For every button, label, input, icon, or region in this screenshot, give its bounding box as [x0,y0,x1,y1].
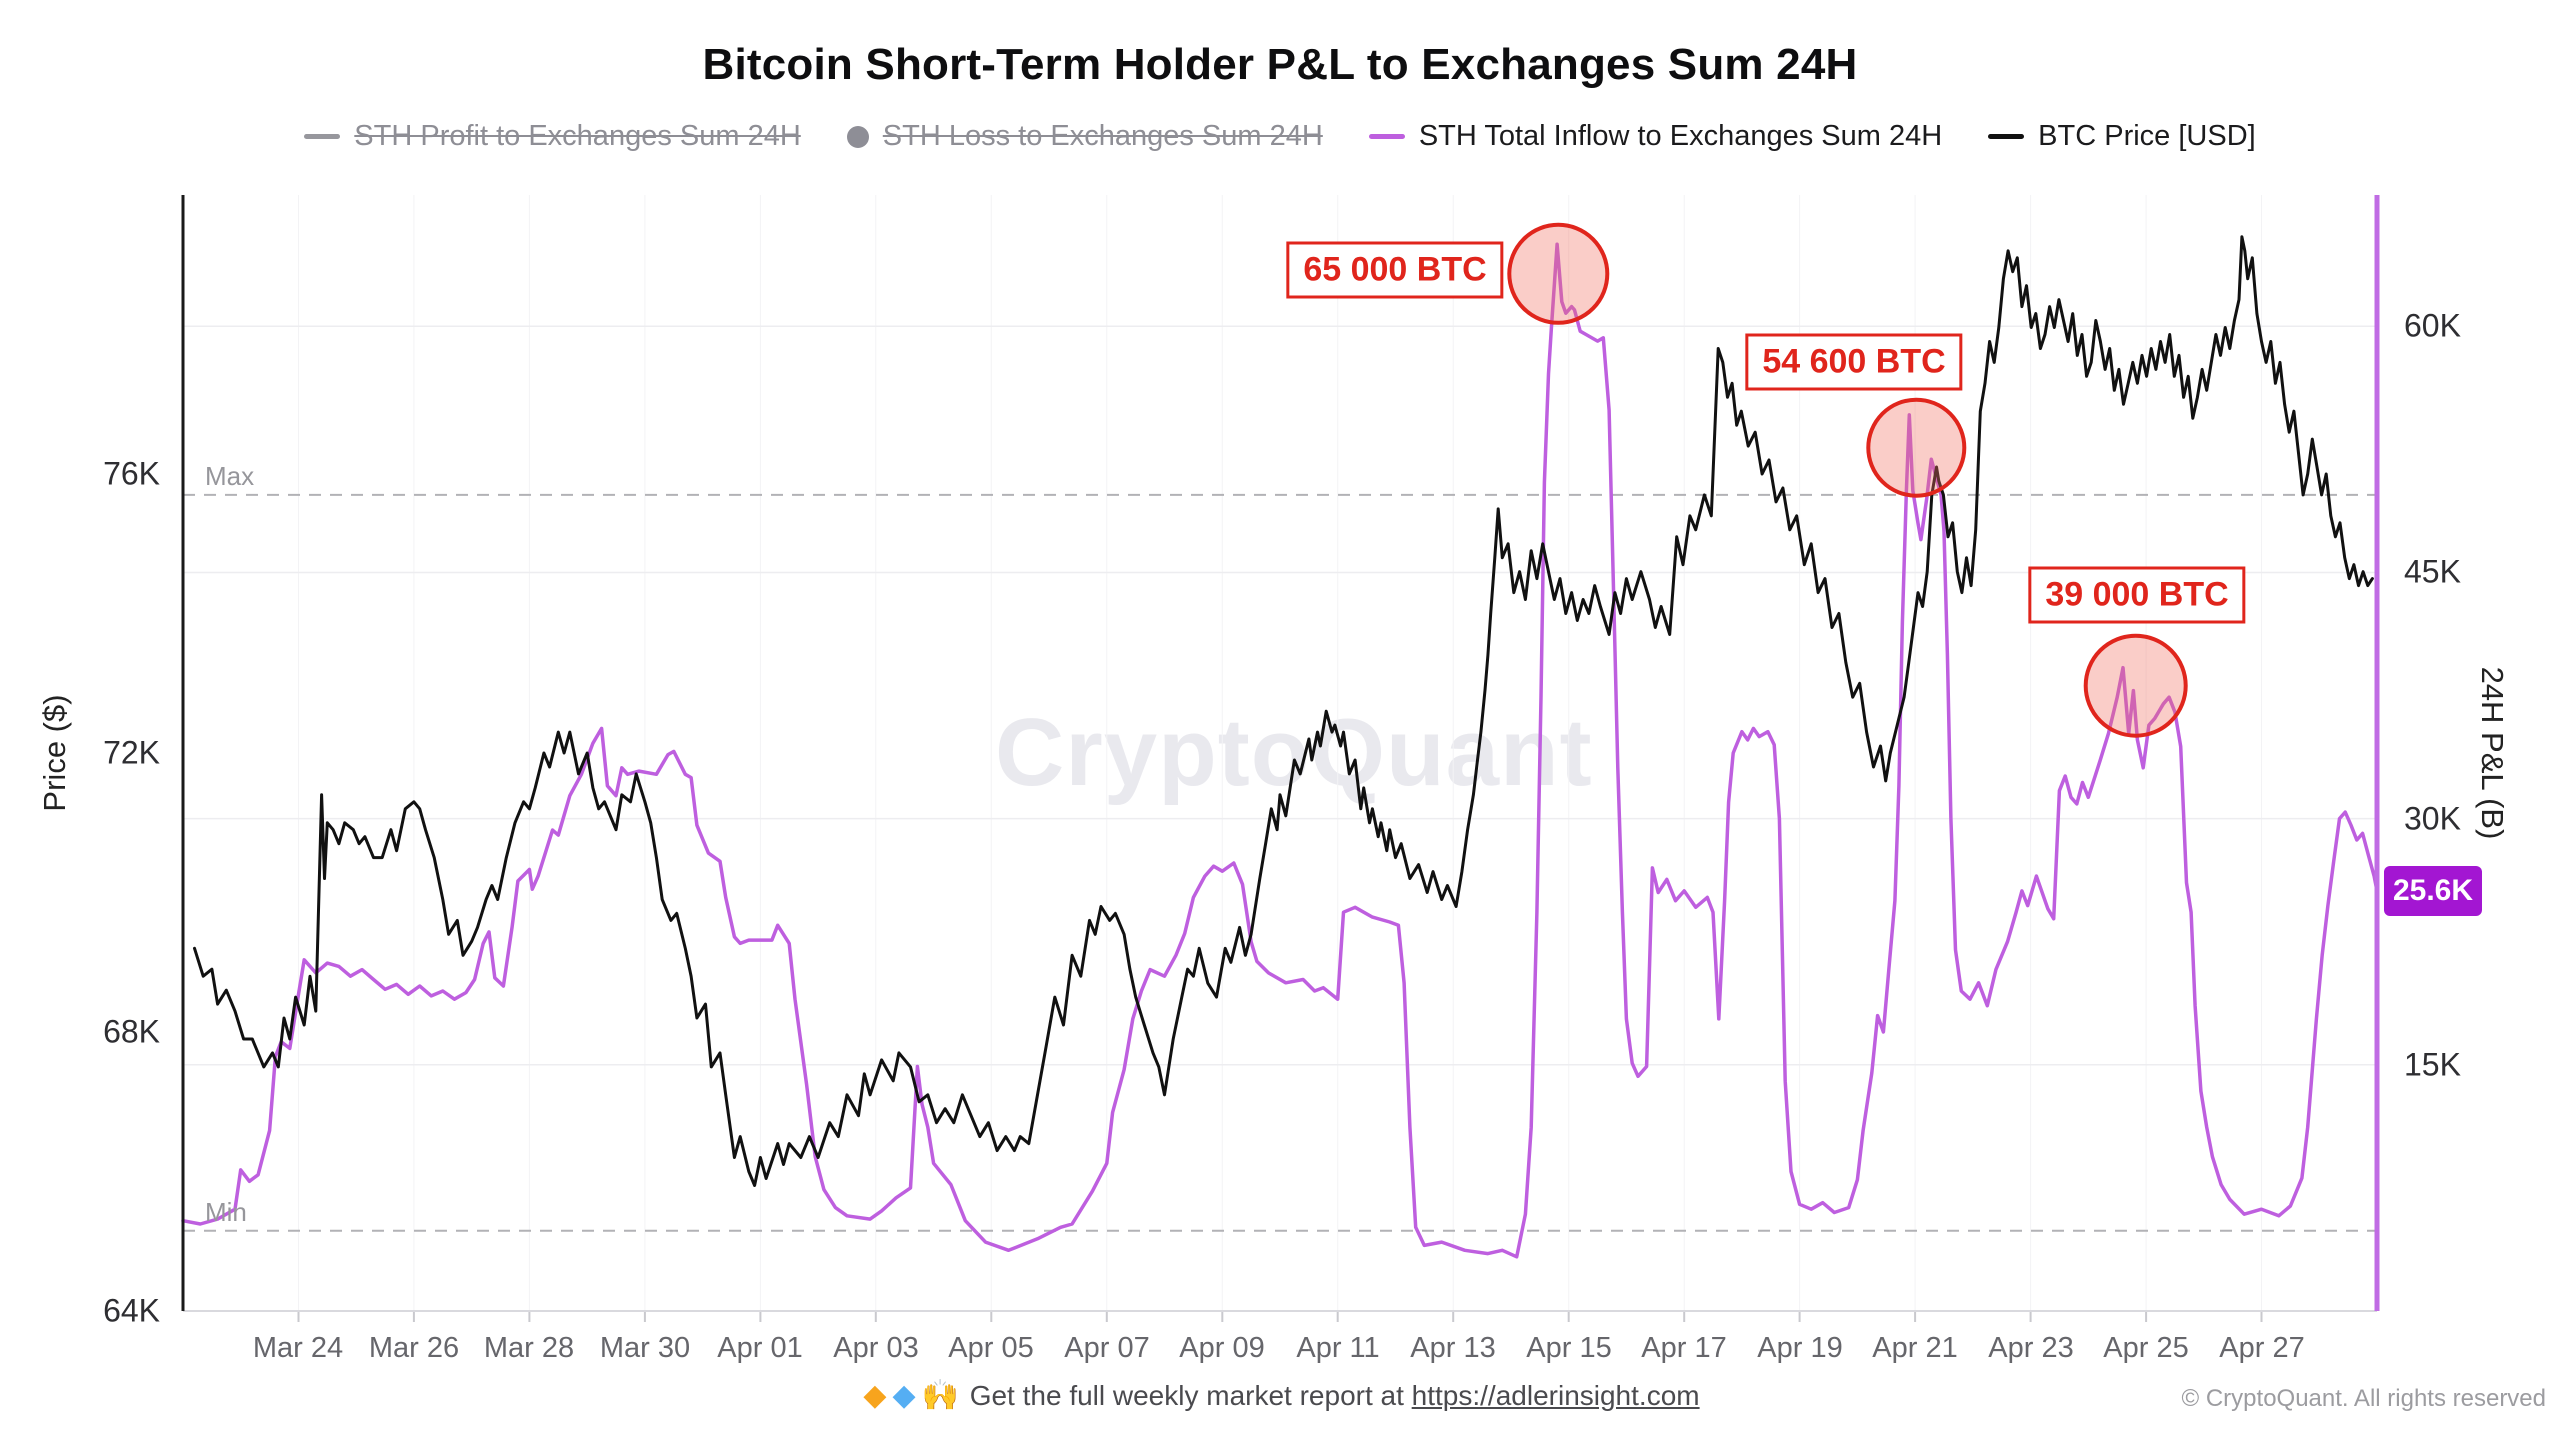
x-tick-label: Apr 25 [2103,1332,2189,1364]
annotation-label: 54 600 BTC [1745,333,1963,391]
x-tick-label: Apr 03 [833,1332,919,1364]
x-tick-label: Apr 19 [1757,1332,1843,1364]
footer-banner: ◆ ◆ 🙌 Get the full weekly market report at… [0,1378,2560,1413]
footer-text: Get the full weekly market report at [969,1380,1404,1411]
annotation-label: 39 000 BTC [2028,566,2246,624]
x-tick-label: Mar 28 [483,1332,575,1364]
y-tick-label-right: 60K [2404,307,2461,344]
x-tick-label: Mar 30 [599,1332,691,1364]
y-tick-label-right: 30K [2404,800,2461,837]
legend-item-sth-loss[interactable]: STH Loss to Exchanges Sum 24H [846,120,1323,153]
legend-label: STH Profit to Exchanges Sum 24H [354,120,801,152]
chart-title: Bitcoin Short-Term Holder P&L to Exchang… [702,40,1858,89]
x-tick-label: Apr 17 [1641,1332,1727,1364]
copyright-text: © CryptoQuant. All rights reserved [2181,1385,2547,1412]
x-tick-label: Apr 21 [1872,1332,1958,1364]
dash-marker-icon [1368,134,1405,139]
x-tick-label: Apr 07 [1064,1332,1150,1364]
dash-marker-icon [304,134,341,139]
y-tick-label-left: 76K [103,455,160,492]
gem-stone-emoji: ◆ [892,1379,916,1412]
last-value-badge: 25.6K [2384,866,2482,916]
series-sth-total-inflow [181,242,2379,1259]
y-tick-label-left: 68K [103,1013,160,1050]
series-btc-price [193,235,2374,1187]
x-tick-label: Apr 09 [1179,1332,1265,1364]
x-tick-label: Apr 13 [1410,1332,1496,1364]
x-tick-label: Mar 26 [368,1332,460,1364]
y-tick-label-right: 15K [2404,1046,2461,1083]
circle-marker-icon [846,125,869,148]
x-tick-label: Apr 15 [1526,1332,1612,1364]
adlerinsight-link[interactable]: https://adlerinsight.com [1411,1380,1700,1411]
right-axis-title: 24H P&L (B) [2475,666,2510,840]
legend-item-btc-price[interactable]: BTC Price [USD] [1988,120,2256,153]
y-tick-label-left: 64K [103,1292,160,1329]
legend-label: STH Loss to Exchanges Sum 24H [882,120,1323,152]
x-tick-label: Apr 23 [1988,1332,2074,1364]
legend-label: BTC Price [USD] [2038,120,2256,152]
max-line-label: Max [205,461,255,491]
orange-diamond-emoji: ◆ [863,1379,887,1412]
annotation-label: 65 000 BTC [1286,241,1504,299]
x-tick-label: Apr 05 [948,1332,1034,1364]
annotation-circle [1866,397,1967,498]
dash-marker-icon [1988,134,2025,139]
legend-item-sth-total-inflow[interactable]: STH Total Inflow to Exchanges Sum 24H [1368,120,1943,153]
annotation-circle [2083,633,2188,738]
y-tick-label-left: 72K [103,734,160,771]
legend-item-sth-profit[interactable]: STH Profit to Exchanges Sum 24H [304,120,801,153]
x-tick-label: Apr 27 [2219,1332,2305,1364]
legend-label: STH Total Inflow to Exchanges Sum 24H [1418,120,1943,152]
x-tick-label: Apr 11 [1296,1332,1380,1364]
x-tick-label: Apr 01 [717,1332,803,1364]
y-tick-label-right: 45K [2404,553,2461,590]
raising-hands-emoji: 🙌 [921,1379,959,1412]
annotation-circle [1507,222,1610,325]
legend: STH Profit to Exchanges Sum 24H STH Loss… [0,120,2560,153]
x-tick-label: Mar 24 [252,1332,344,1364]
min-line-label: Min [205,1197,247,1227]
